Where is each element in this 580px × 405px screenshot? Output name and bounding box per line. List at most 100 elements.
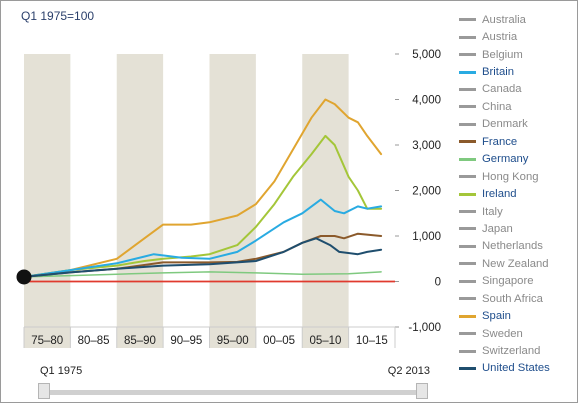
legend-item-austria[interactable]: Austria — [459, 28, 577, 45]
series-line-ireland[interactable] — [23, 134, 383, 278]
period-bands — [24, 54, 349, 348]
legend-label: Japan — [482, 222, 513, 235]
legend-label: Switzerland — [482, 345, 541, 358]
period-label: 85–90 — [124, 335, 156, 347]
y-tick-label: 0 — [435, 277, 441, 289]
legend-swatch — [459, 244, 476, 248]
period-label: 10–15 — [356, 335, 388, 347]
legend-swatch — [459, 157, 476, 161]
period-label: 00–05 — [263, 335, 295, 347]
legend-label: Italy — [482, 205, 503, 218]
y-tick-label: -1,000 — [408, 322, 441, 334]
legend-label: New Zealand — [482, 257, 549, 270]
period-label: 95–00 — [217, 335, 249, 347]
series-line-united-states[interactable] — [23, 237, 383, 278]
legend-item-japan[interactable]: Japan — [459, 220, 577, 237]
period-label: 90–95 — [170, 335, 202, 347]
legend-label: Canada — [482, 83, 522, 96]
legend-item-australia[interactable]: Australia — [459, 11, 577, 28]
slider-track[interactable] — [44, 390, 428, 395]
series-line-france[interactable] — [23, 232, 383, 278]
period-band-2 — [209, 54, 256, 348]
y-tick-label: 1,000 — [412, 231, 441, 243]
legend-item-south-africa[interactable]: South Africa — [459, 290, 577, 307]
legend-item-netherlands[interactable]: Netherlands — [459, 238, 577, 255]
legend-item-denmark[interactable]: Denmark — [459, 116, 577, 133]
legend-swatch — [459, 366, 476, 370]
legend-label: Britain — [482, 66, 515, 79]
period-label: 75–80 — [31, 335, 63, 347]
legend-label: China — [482, 100, 512, 113]
legend-item-new-zealand[interactable]: New Zealand — [459, 255, 577, 272]
legend-label: Belgium — [482, 48, 523, 61]
legend-swatch — [459, 210, 476, 214]
chart-title: Q1 1975=100 — [21, 9, 95, 23]
series-line-spain[interactable] — [23, 98, 383, 278]
y-axis: 5,000 4,000 3,000 2,000 1,000 0 -1,000 — [395, 49, 441, 334]
legend-item-italy[interactable]: Italy — [459, 203, 577, 220]
legend-label: France — [482, 135, 518, 148]
legend-label: Austria — [482, 31, 518, 44]
legend-swatch — [459, 53, 476, 57]
y-tick-label: 4,000 — [412, 95, 441, 107]
legend-label: Germany — [482, 153, 529, 166]
legend-swatch — [459, 175, 476, 179]
legend-label: Ireland — [482, 188, 517, 201]
legend-label: Hong Kong — [482, 170, 539, 183]
date-range-slider[interactable]: Q1 1975 Q2 2013 — [38, 365, 430, 405]
legend-label: Australia — [482, 13, 526, 26]
legend-item-switzerland[interactable]: Switzerland — [459, 342, 577, 359]
legend-swatch — [459, 87, 476, 91]
legend-item-ireland[interactable]: Ireland — [459, 185, 577, 202]
legend-label: Sweden — [482, 327, 523, 340]
legend-item-hong-kong[interactable]: Hong Kong — [459, 168, 577, 185]
legend-label: Spain — [482, 310, 511, 323]
legend-item-france[interactable]: France — [459, 133, 577, 150]
legend-item-singapore[interactable]: Singapore — [459, 273, 577, 290]
period-band-0 — [24, 54, 71, 348]
legend-label: Netherlands — [482, 240, 543, 253]
slider-end-label: Q2 2013 — [387, 365, 430, 377]
legend-label: Singapore — [482, 275, 534, 288]
legend-swatch — [459, 105, 476, 109]
legend-item-sweden[interactable]: Sweden — [459, 325, 577, 342]
legend-item-spain[interactable]: Spain — [459, 307, 577, 324]
legend-swatch — [459, 332, 476, 336]
legend-swatch — [459, 227, 476, 231]
legend-swatch — [459, 192, 476, 196]
period-band-3 — [302, 54, 349, 348]
y-tick-label: 5,000 — [412, 49, 441, 61]
legend: Australia Austria Belgium Britain Canada Chin… — [459, 11, 577, 377]
y-tick-label: 2,000 — [412, 186, 441, 198]
legend-swatch — [459, 297, 476, 301]
legend-swatch — [459, 262, 476, 266]
series-lines — [23, 98, 383, 278]
start-marker[interactable] — [16, 269, 32, 285]
legend-label: Denmark — [482, 118, 528, 131]
slider-start-handle[interactable] — [38, 383, 50, 399]
legend-label: United States — [482, 362, 550, 375]
legend-item-canada[interactable]: Canada — [459, 81, 577, 98]
period-label: 80–85 — [78, 335, 110, 347]
period-band-1 — [116, 54, 164, 348]
period-label: 05–10 — [309, 335, 341, 347]
legend-item-germany[interactable]: Germany — [459, 151, 577, 168]
series-line-germany[interactable] — [23, 271, 382, 278]
legend-label: South Africa — [482, 292, 543, 305]
legend-item-belgium[interactable]: Belgium — [459, 46, 577, 63]
start-marker-group — [16, 269, 32, 285]
x-axis-periods: 75–80 80–85 85–90 90–95 95–00 00–05 05–10 10–15 — [23, 326, 396, 348]
legend-item-china[interactable]: China — [459, 98, 577, 115]
legend-item-britain[interactable]: Britain — [459, 63, 577, 80]
y-tick-label: 3,000 — [412, 140, 441, 152]
legend-swatch — [459, 140, 476, 144]
legend-swatch — [459, 18, 476, 22]
series-line-britain[interactable] — [23, 198, 383, 278]
legend-item-united-states[interactable]: United States — [459, 360, 577, 377]
legend-swatch — [459, 122, 476, 126]
legend-swatch — [459, 349, 476, 353]
slider-end-handle[interactable] — [416, 383, 428, 399]
legend-swatch — [459, 279, 476, 283]
